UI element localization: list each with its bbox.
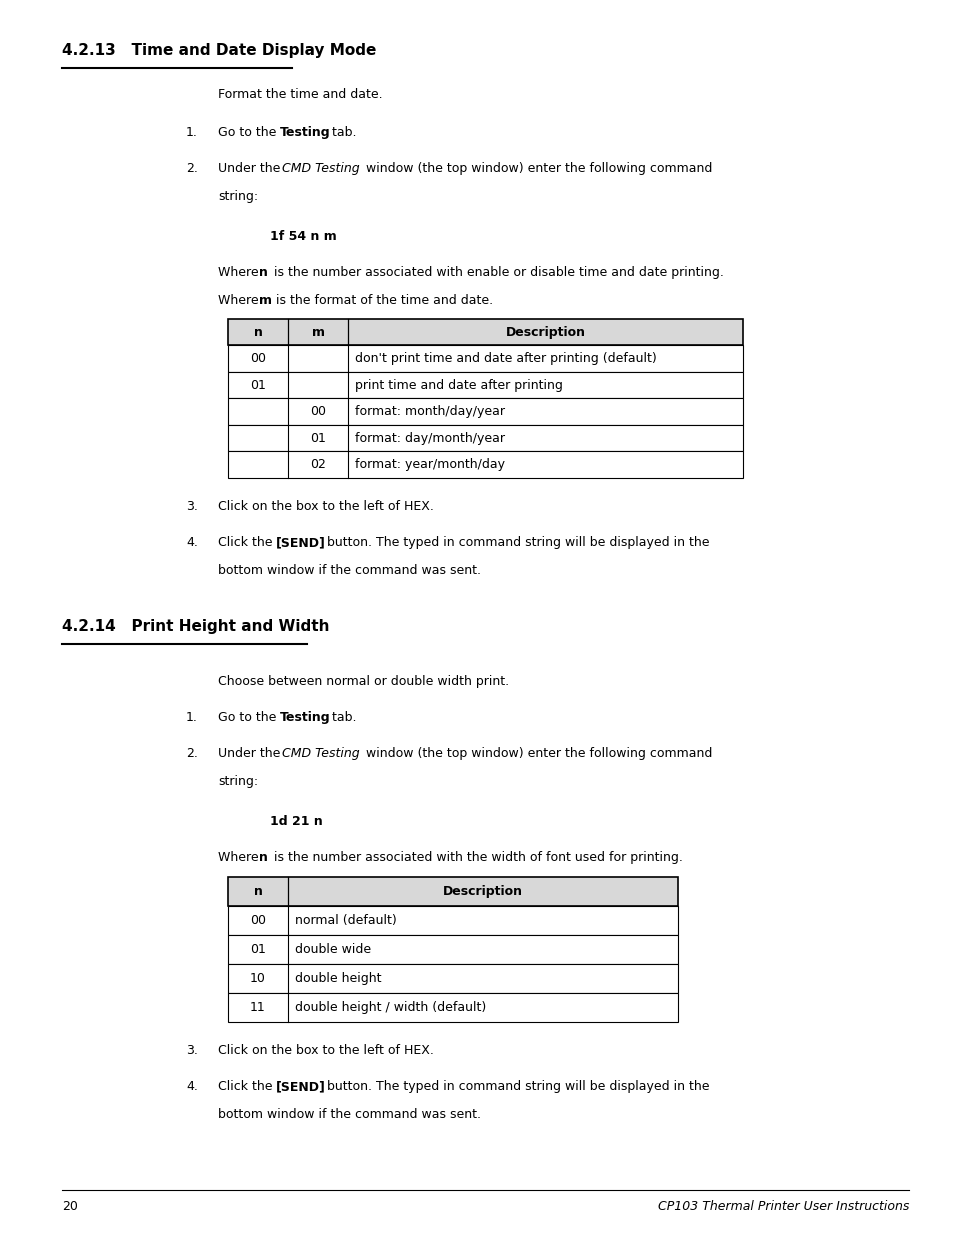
Text: 00: 00	[310, 405, 326, 419]
Text: Under the: Under the	[218, 162, 284, 175]
Text: string:: string:	[218, 776, 258, 788]
Text: 4.: 4.	[186, 536, 197, 550]
Text: window (the top window) enter the following command: window (the top window) enter the follow…	[361, 747, 712, 760]
Text: string:: string:	[218, 190, 258, 203]
Text: bottom window if the command was sent.: bottom window if the command was sent.	[218, 564, 480, 577]
Text: m: m	[258, 294, 272, 308]
Text: Go to the: Go to the	[218, 126, 280, 140]
Bar	[228, 372, 742, 399]
Text: don't print time and date after printing (default): don't print time and date after printing…	[355, 352, 656, 366]
Text: is the format of the time and date.: is the format of the time and date.	[273, 294, 493, 308]
Text: CMD Testing: CMD Testing	[282, 747, 359, 760]
Text: 4.2.14   Print Height and Width: 4.2.14 Print Height and Width	[62, 619, 329, 634]
Text: Under the: Under the	[218, 747, 284, 760]
Text: 3.: 3.	[186, 500, 197, 513]
Text: 10: 10	[250, 972, 266, 986]
Text: 2.: 2.	[186, 162, 197, 175]
Text: n: n	[253, 326, 262, 338]
Text: format: year/month/day: format: year/month/day	[355, 458, 504, 472]
Bar	[228, 877, 678, 906]
Text: double wide: double wide	[294, 944, 371, 956]
Text: 00: 00	[250, 352, 266, 366]
Text: Where: Where	[218, 851, 262, 864]
Text: 4.2.13   Time and Date Display Mode: 4.2.13 Time and Date Display Mode	[62, 43, 376, 58]
Text: Format the time and date.: Format the time and date.	[218, 88, 382, 101]
Text: CP103 Thermal Printer User Instructions: CP103 Thermal Printer User Instructions	[657, 1200, 908, 1213]
Text: format: day/month/year: format: day/month/year	[355, 432, 504, 445]
Bar	[228, 452, 742, 478]
Text: is the number associated with the width of font used for printing.: is the number associated with the width …	[271, 851, 682, 864]
Text: Go to the: Go to the	[218, 711, 280, 724]
Text: tab.: tab.	[328, 126, 356, 140]
Text: 1.: 1.	[186, 126, 197, 140]
Text: 2.: 2.	[186, 747, 197, 760]
Text: Where: Where	[218, 294, 262, 308]
Text: Testing: Testing	[279, 126, 330, 140]
Text: 11: 11	[250, 1002, 266, 1014]
Text: n: n	[258, 266, 268, 279]
Text: double height / width (default): double height / width (default)	[294, 1002, 486, 1014]
Text: Description: Description	[442, 885, 522, 898]
Text: button. The typed in command string will be displayed in the: button. The typed in command string will…	[323, 536, 709, 550]
Bar	[228, 346, 742, 372]
Bar	[228, 399, 742, 425]
Text: Choose between normal or double width print.: Choose between normal or double width pr…	[218, 676, 509, 688]
Text: [SEND]: [SEND]	[276, 536, 326, 550]
Text: 01: 01	[250, 379, 266, 391]
Text: bottom window if the command was sent.: bottom window if the command was sent.	[218, 1108, 480, 1121]
Text: 1d 21 n: 1d 21 n	[270, 815, 322, 827]
Text: n: n	[253, 885, 262, 898]
Text: normal (default): normal (default)	[294, 914, 396, 927]
Text: [SEND]: [SEND]	[276, 1079, 326, 1093]
Text: Description: Description	[505, 326, 585, 338]
Text: 4.: 4.	[186, 1079, 197, 1093]
Text: 02: 02	[310, 458, 326, 472]
Bar	[228, 965, 678, 993]
Bar	[228, 906, 678, 935]
Text: 01: 01	[250, 944, 266, 956]
Text: button. The typed in command string will be displayed in the: button. The typed in command string will…	[323, 1079, 709, 1093]
Bar	[228, 319, 742, 346]
Text: 1f 54 n m: 1f 54 n m	[270, 230, 336, 243]
Text: 01: 01	[310, 432, 326, 445]
Text: n: n	[258, 851, 268, 864]
Text: double height: double height	[294, 972, 381, 986]
Text: Click the: Click the	[218, 536, 276, 550]
Text: is the number associated with enable or disable time and date printing.: is the number associated with enable or …	[271, 266, 723, 279]
Text: print time and date after printing: print time and date after printing	[355, 379, 562, 391]
Text: Testing: Testing	[279, 711, 330, 724]
Text: Click the: Click the	[218, 1079, 276, 1093]
Text: 20: 20	[62, 1200, 78, 1213]
Text: Click on the box to the left of HEX.: Click on the box to the left of HEX.	[218, 500, 434, 513]
Text: 1.: 1.	[186, 711, 197, 724]
Text: 00: 00	[250, 914, 266, 927]
Text: 3.: 3.	[186, 1044, 197, 1057]
Text: Click on the box to the left of HEX.: Click on the box to the left of HEX.	[218, 1044, 434, 1057]
Bar	[228, 425, 742, 452]
Text: window (the top window) enter the following command: window (the top window) enter the follow…	[361, 162, 712, 175]
Bar	[228, 993, 678, 1023]
Text: m: m	[312, 326, 324, 338]
Text: Where: Where	[218, 266, 262, 279]
Text: format: month/day/year: format: month/day/year	[355, 405, 504, 419]
Text: tab.: tab.	[328, 711, 356, 724]
Text: CMD Testing: CMD Testing	[282, 162, 359, 175]
Bar	[228, 935, 678, 965]
